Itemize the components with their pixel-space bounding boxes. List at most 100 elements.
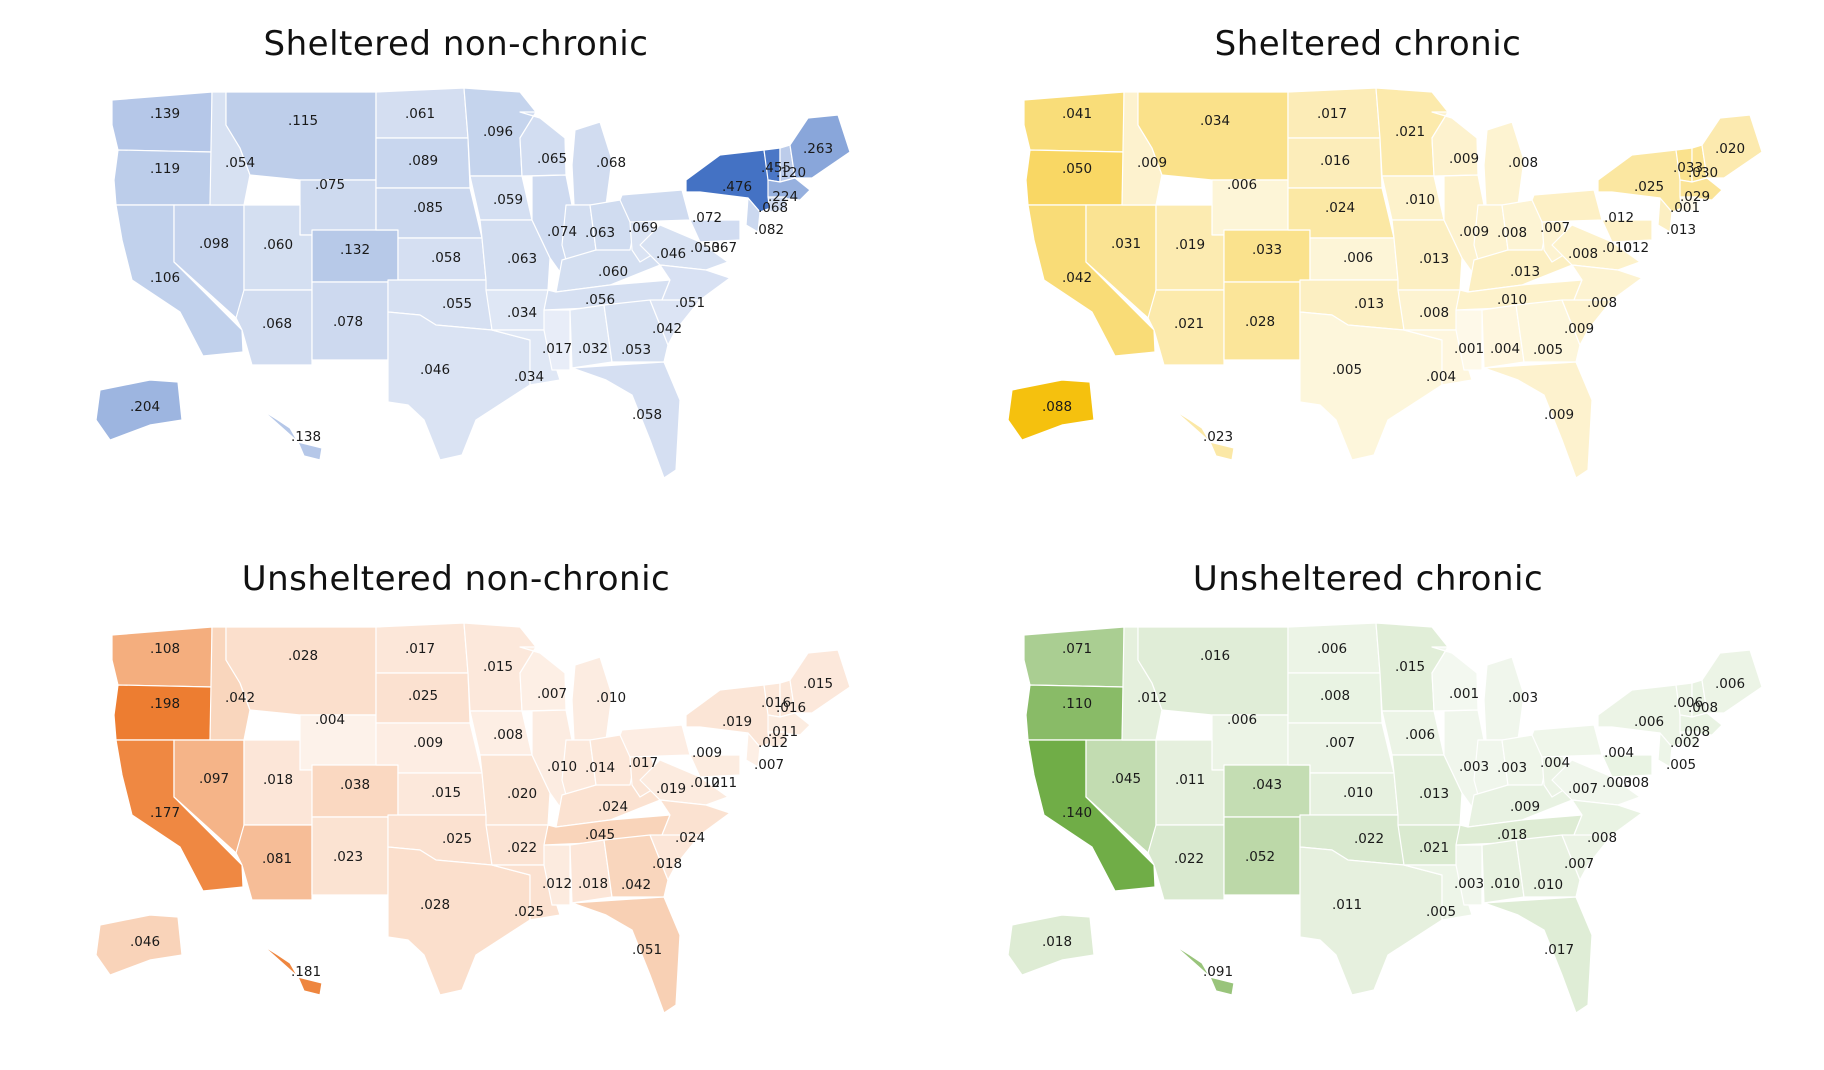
value-label-wy: .004 [315,712,345,728]
value-label-nj: .007 [754,757,784,773]
panel-title: Sheltered non-chronic [263,24,649,64]
value-label-ks: .010 [1343,785,1373,801]
value-label-pa: .072 [692,210,722,226]
value-label-ak: .204 [130,399,160,415]
value-label-ma: .008 [1680,724,1710,740]
value-label-la: .004 [1426,369,1456,385]
value-label-nm: .023 [333,849,363,865]
value-label-tx: .011 [1332,897,1362,913]
value-label-mo: .020 [507,786,537,802]
value-label-nm: .028 [1245,314,1275,330]
state-sc [649,834,701,881]
map-panel-unsheltered-non-chronic: Unsheltered non-chronic .108 .198 .177 .097… [0,535,912,1070]
value-label-nc: .024 [675,830,705,846]
value-label-vt: .033 [1673,160,1703,176]
value-label-mt: .028 [288,648,318,664]
value-label-or: .110 [1062,696,1092,712]
value-label-ca: .042 [1062,270,1092,286]
value-label-mo: .013 [1419,251,1449,267]
value-label-ia: .010 [1405,192,1435,208]
value-label-nh: .016 [776,700,806,716]
value-label-mi: .068 [596,155,626,171]
value-label-sd: .016 [1320,153,1350,169]
value-label-ar: .021 [1419,840,1449,856]
value-label-sd: .089 [408,153,438,169]
value-label-ma: .029 [1680,189,1710,205]
value-label-vt: .006 [1673,695,1703,711]
value-label-tn: .018 [1497,827,1527,843]
value-label-ny: .476 [722,179,752,195]
state-tx [387,311,531,461]
state-ms [1455,844,1483,906]
value-label-me: .015 [803,676,833,692]
value-label-il: .010 [547,759,577,775]
state-ms [543,844,571,906]
state-md [689,219,741,243]
value-label-ut: .060 [263,237,293,253]
value-label-wa: .041 [1062,106,1092,122]
panel-title: Sheltered chronic [1214,24,1522,64]
value-label-ky: .013 [1510,264,1540,280]
value-label-ar: .034 [507,305,537,321]
value-label-me: .263 [803,141,833,157]
value-label-oh: .017 [628,755,658,771]
value-label-il: .074 [547,224,577,240]
state-ga [603,299,669,363]
state-pa [619,189,691,223]
value-label-al: .018 [578,876,608,892]
state-fl [1483,361,1593,479]
value-label-va: .053 [690,240,720,256]
state-wa [111,91,213,153]
value-label-vt: .455 [761,160,791,176]
value-label-ny: .019 [722,714,752,730]
value-label-nd: .061 [405,106,435,122]
value-label-vt: .016 [761,695,791,711]
state-pa [1531,189,1603,223]
us-state-map: .041 .050 .042 .031 .009 .034 .006 .019 .033 .021… [1007,87,1763,479]
value-label-fl: .058 [632,407,662,423]
state-ak [95,379,217,446]
state-pa [619,724,691,758]
value-label-ak: .018 [1042,934,1072,950]
value-label-mn: .096 [483,124,513,140]
value-label-id: .042 [225,690,255,706]
value-label-nv: .098 [199,236,229,252]
state-nj [1657,197,1673,233]
state-ga [603,834,669,898]
state-ak [1007,379,1129,446]
state-ak [1007,914,1129,981]
value-label-me: .020 [1715,141,1745,157]
value-label-ct: .001 [1670,200,1700,216]
value-label-nc: .051 [675,295,705,311]
value-label-pa: .004 [1604,745,1634,761]
value-label-al: .032 [578,341,608,357]
state-ga [1515,834,1581,898]
state-or [1025,149,1125,206]
state-ct [1679,196,1699,213]
value-label-nv: .097 [199,771,229,787]
map-panel-sheltered-chronic: Sheltered chronic .041.050.042.031.009.0… [912,0,1824,535]
value-label-tx: .046 [420,362,450,378]
value-label-ok: .013 [1354,296,1384,312]
state-md [1601,219,1653,243]
value-label-tn: .056 [585,292,615,308]
value-label-ks: .006 [1343,250,1373,266]
value-label-ga: .042 [621,877,651,893]
value-label-va: .010 [1602,240,1632,256]
value-label-in: .003 [1497,760,1527,776]
value-label-nj: .013 [1666,222,1696,238]
value-label-nm: .078 [333,314,363,330]
us-state-map: .139 .119 .106 .098 .054 .115 .075 .060 .132 .068… [95,87,851,479]
state-wa [1023,626,1125,688]
value-label-ut: .018 [263,772,293,788]
value-label-wv: .019 [656,781,686,797]
state-ms [1455,309,1483,371]
value-label-ca: .140 [1062,805,1092,821]
value-label-or: .050 [1062,161,1092,177]
value-label-la: .005 [1426,904,1456,920]
value-label-fl: .009 [1544,407,1574,423]
value-label-in: .014 [585,760,615,776]
value-label-md: .008 [1619,775,1649,791]
value-label-nj: .082 [754,222,784,238]
value-label-ny: .025 [1634,179,1664,195]
